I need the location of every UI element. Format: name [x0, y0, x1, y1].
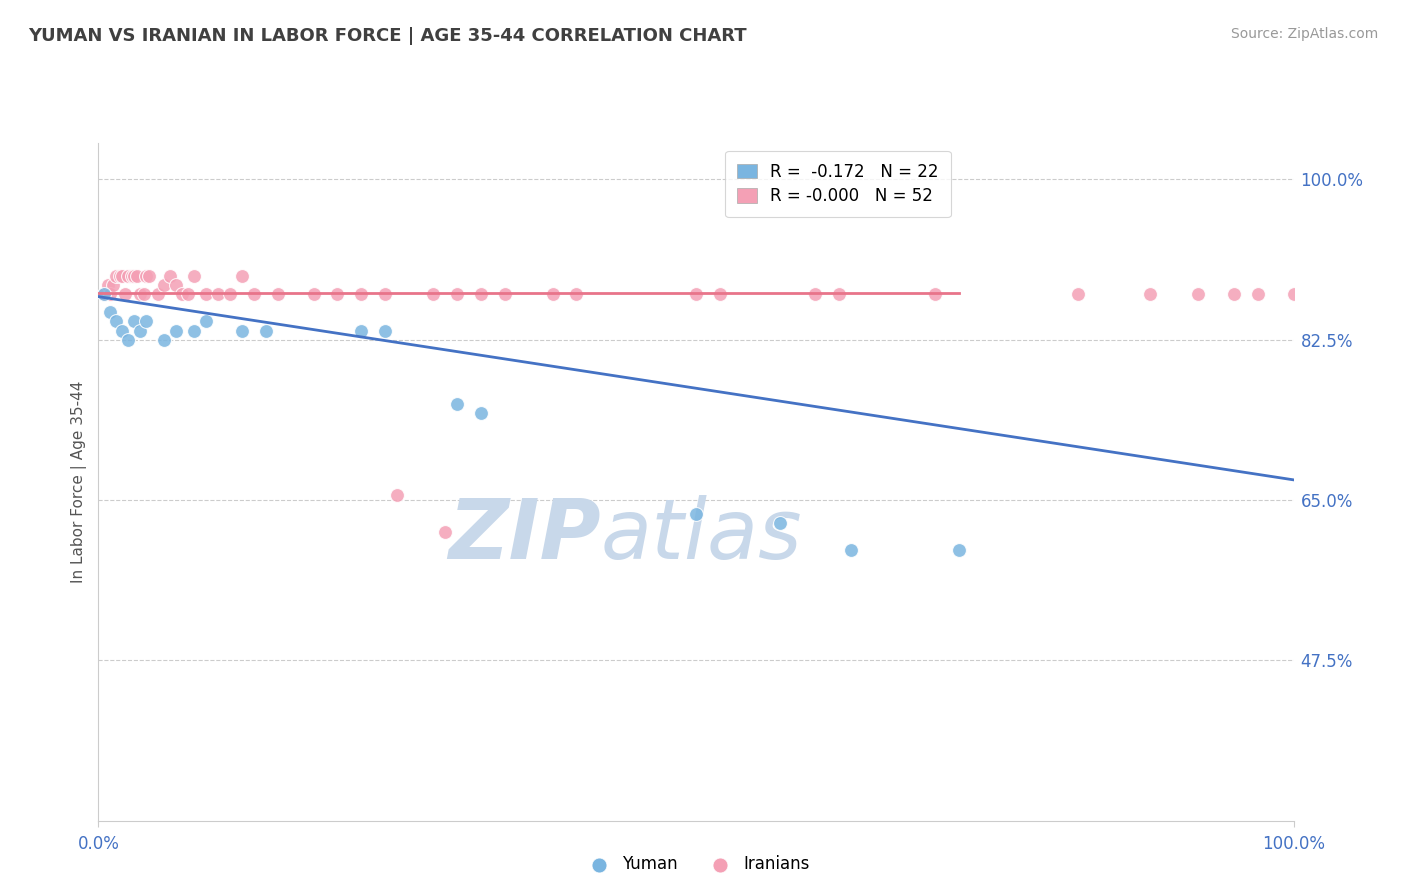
Point: [93, 286, 115, 301]
Point: [231, 324, 253, 338]
Point: [124, 268, 146, 283]
Y-axis label: In Labor Force | Age 35-44: In Labor Force | Age 35-44: [72, 381, 87, 582]
Point: [135, 268, 157, 283]
Point: [124, 314, 146, 328]
Point: [97, 277, 120, 292]
Point: [165, 324, 187, 338]
Point: [231, 268, 253, 283]
Point: [194, 286, 218, 301]
Point: [1067, 286, 1090, 301]
Point: [948, 543, 970, 558]
Point: [98, 286, 122, 301]
Text: ZIP: ZIP: [447, 495, 600, 576]
Point: [494, 286, 516, 301]
Point: [422, 286, 444, 301]
Point: [194, 314, 218, 328]
Text: atlas: atlas: [600, 495, 801, 576]
Point: [101, 277, 124, 292]
Point: [841, 543, 863, 558]
Point: [125, 268, 148, 283]
Point: [121, 268, 143, 283]
Point: [135, 314, 157, 328]
Point: [105, 268, 128, 283]
Point: [98, 305, 122, 319]
Point: [433, 524, 456, 539]
Point: [470, 406, 492, 420]
Point: [219, 286, 242, 301]
Point: [159, 268, 181, 283]
Point: [350, 286, 373, 301]
Point: [685, 507, 707, 521]
Point: [302, 286, 325, 301]
Point: [172, 286, 194, 301]
Point: [446, 397, 468, 411]
Point: [924, 286, 946, 301]
Point: [350, 324, 373, 338]
Point: [138, 268, 160, 283]
Point: [254, 324, 277, 338]
Point: [768, 516, 790, 530]
Point: [385, 488, 409, 502]
Point: [114, 286, 136, 301]
Point: [267, 286, 290, 301]
Point: [117, 333, 139, 347]
Point: [108, 268, 131, 283]
Point: [1187, 286, 1209, 301]
Point: [470, 286, 492, 301]
Point: [709, 286, 731, 301]
Point: [828, 286, 851, 301]
Point: [326, 286, 349, 301]
Point: [541, 286, 564, 301]
Point: [243, 286, 266, 301]
Point: [1246, 286, 1268, 301]
Point: [165, 277, 187, 292]
Point: [129, 286, 152, 301]
Point: [132, 286, 155, 301]
Point: [1139, 286, 1161, 301]
Point: [1222, 286, 1246, 301]
Point: [177, 286, 200, 301]
Legend: Yuman, Iranians: Yuman, Iranians: [576, 849, 815, 880]
Point: [93, 286, 115, 301]
Point: [446, 286, 468, 301]
Point: [1282, 286, 1305, 301]
Point: [111, 268, 134, 283]
Point: [111, 324, 134, 338]
Point: [374, 324, 396, 338]
Point: [153, 333, 176, 347]
Text: Source: ZipAtlas.com: Source: ZipAtlas.com: [1230, 27, 1378, 41]
Point: [153, 277, 176, 292]
Point: [183, 268, 205, 283]
Point: [183, 324, 205, 338]
Point: [148, 286, 170, 301]
Point: [685, 286, 707, 301]
Point: [207, 286, 229, 301]
Point: [374, 286, 396, 301]
Text: YUMAN VS IRANIAN IN LABOR FORCE | AGE 35-44 CORRELATION CHART: YUMAN VS IRANIAN IN LABOR FORCE | AGE 35…: [28, 27, 747, 45]
Point: [565, 286, 588, 301]
Point: [129, 324, 152, 338]
Point: [105, 314, 128, 328]
Point: [804, 286, 827, 301]
Point: [117, 268, 139, 283]
